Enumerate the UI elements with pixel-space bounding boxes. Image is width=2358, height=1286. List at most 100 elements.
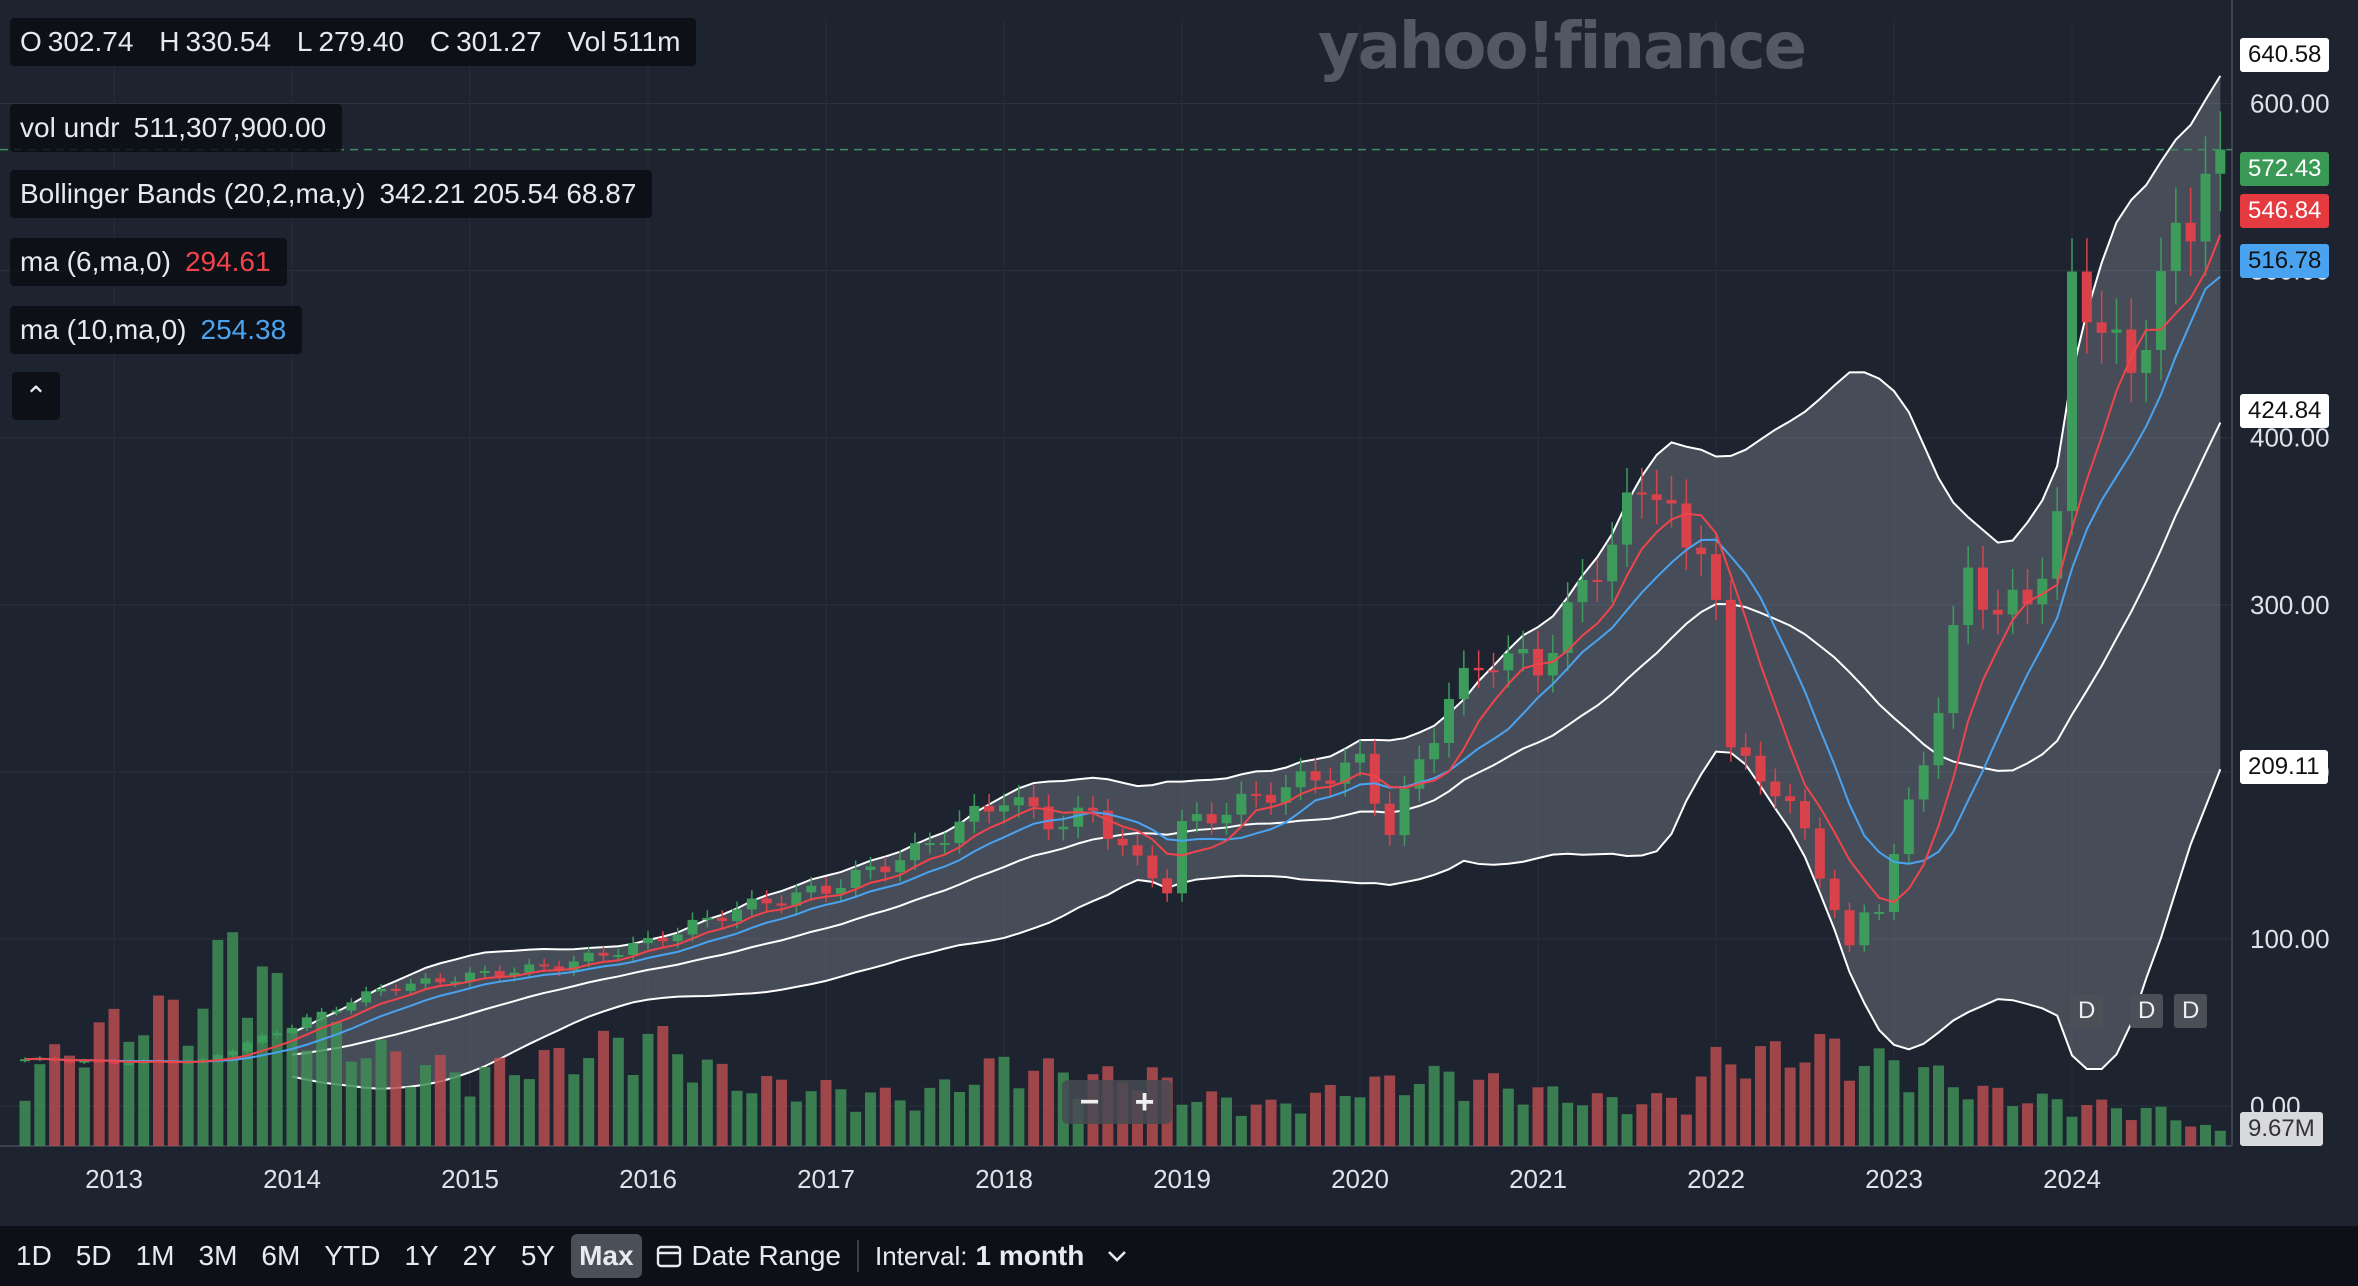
volume-bar [1235,1115,1247,1146]
calendar-icon [656,1245,681,1268]
volume-bar [523,1079,535,1146]
candle-body [2200,173,2211,242]
candle-body [984,805,995,812]
volume-bar [1606,1097,1618,1146]
volume-bar [345,1061,357,1146]
open-value: 302.74 [47,26,134,57]
candle-body [1414,759,1425,789]
dividend-marker[interactable]: D [2130,994,2164,1028]
volume-bar [1191,1101,1203,1146]
vol-undr-value: 511,307,900.00 [133,112,327,143]
range-1d-button[interactable]: 1D [16,1240,52,1271]
candle-body [672,934,683,942]
candle-body [1681,503,1692,548]
ma10-legend[interactable]: ma (10,ma,0) 254.38 [10,306,303,354]
candle-body [1829,878,1840,911]
candle-body [494,971,505,977]
range-1y-button[interactable]: 1Y [404,1240,439,1271]
candle-body [835,887,846,894]
volume-bar [1043,1058,1054,1146]
volume-bar [924,1087,936,1146]
volume-bar [1176,1104,1188,1146]
candle-body [554,966,564,971]
candle-body [1874,912,1885,915]
volume-bar [968,1084,980,1146]
volume-bar [1354,1097,1366,1146]
volume-bar [301,1050,313,1146]
range-1m-button[interactable]: 1M [135,1240,175,1271]
volume-bar [420,1065,431,1146]
volume-bar [1443,1071,1455,1146]
candle-body [1221,814,1232,824]
candle-body [450,981,461,984]
candle-body [598,952,609,956]
volume-bar [1591,1093,1603,1146]
zoom-out-button[interactable]: − [1079,1082,1100,1121]
volume-bar [1784,1067,1796,1146]
volume-bar [761,1076,773,1146]
dividend-marker[interactable]: D [2174,994,2208,1028]
collapse-legend-button[interactable]: ⌃ [12,372,60,420]
candle-body [880,866,891,873]
candle-body [583,952,594,962]
volume-bar [1265,1099,1277,1146]
volume-bar [227,932,239,1146]
x-tick-label: 2019 [1153,1164,1211,1194]
bollinger-legend[interactable]: Bollinger Bands (20,2,ma,y) 342.21 205.54… [10,170,653,218]
candle-body [1191,814,1202,822]
volume-bar [1992,1087,2004,1146]
candle-body [1651,494,1662,500]
vol-undr-legend[interactable]: vol undr 511,307,900.00 [10,104,343,152]
candle-body [1503,653,1514,671]
volume-bar [434,1054,446,1146]
candle-body [79,1060,90,1063]
volume-bar [687,1082,698,1146]
high-value: 330.54 [185,26,272,57]
volume-bar [1636,1104,1648,1146]
volume-bar [776,1079,787,1146]
range-5d-button[interactable]: 5D [75,1240,112,1271]
range-2y-button[interactable]: 2Y [462,1240,497,1271]
candle-body [301,1017,312,1028]
candle-body [1562,602,1573,653]
volume-bar [2185,1126,2197,1146]
range-6m-button[interactable]: 6M [261,1240,301,1271]
volume-bar [1962,1099,1974,1146]
chevron-up-icon: ⌃ [24,380,48,412]
range-5y-button[interactable]: 5Y [520,1240,556,1271]
interval-select[interactable]: 1 month [975,1240,1128,1272]
volume-bar [1339,1095,1351,1146]
volume-bar [331,1022,342,1146]
volume-bar [2125,1120,2137,1146]
volume-bar [1547,1086,1559,1146]
range-3m-button[interactable]: 3M [198,1240,238,1271]
dividend-marker[interactable]: D [2070,994,2104,1028]
candle-body [435,978,446,983]
ma6-legend[interactable]: ma (6,ma,0) 294.61 [10,238,287,286]
volume-label: Vol [567,26,607,57]
bb-middle-tag: 424.84 [2240,394,2330,428]
candle-body [1206,814,1217,824]
candle-body [1933,713,1944,766]
close-label: C [429,26,451,57]
candle-body [1266,794,1276,803]
candle-body [272,1033,283,1036]
candle-body [821,885,831,894]
candle-body [2081,271,2092,323]
candle-body [361,991,372,1003]
volume-bar [2066,1116,2078,1146]
range-ytd-button[interactable]: YTD [324,1240,381,1271]
volume-bar [612,1037,624,1146]
candle-body [939,843,950,846]
range-max-button[interactable]: Max [571,1234,642,1278]
bb-lower-tag: 209.11 [2240,750,2328,784]
volume-bar [865,1092,876,1146]
volume-bar [701,1059,713,1146]
x-tick-label: 2017 [797,1164,855,1194]
zoom-in-button[interactable]: + [1134,1082,1155,1121]
candle-body [212,1055,223,1060]
volume-bar [390,1051,402,1146]
date-range-button[interactable]: Date Range [656,1240,841,1272]
volume-bar [879,1087,891,1146]
